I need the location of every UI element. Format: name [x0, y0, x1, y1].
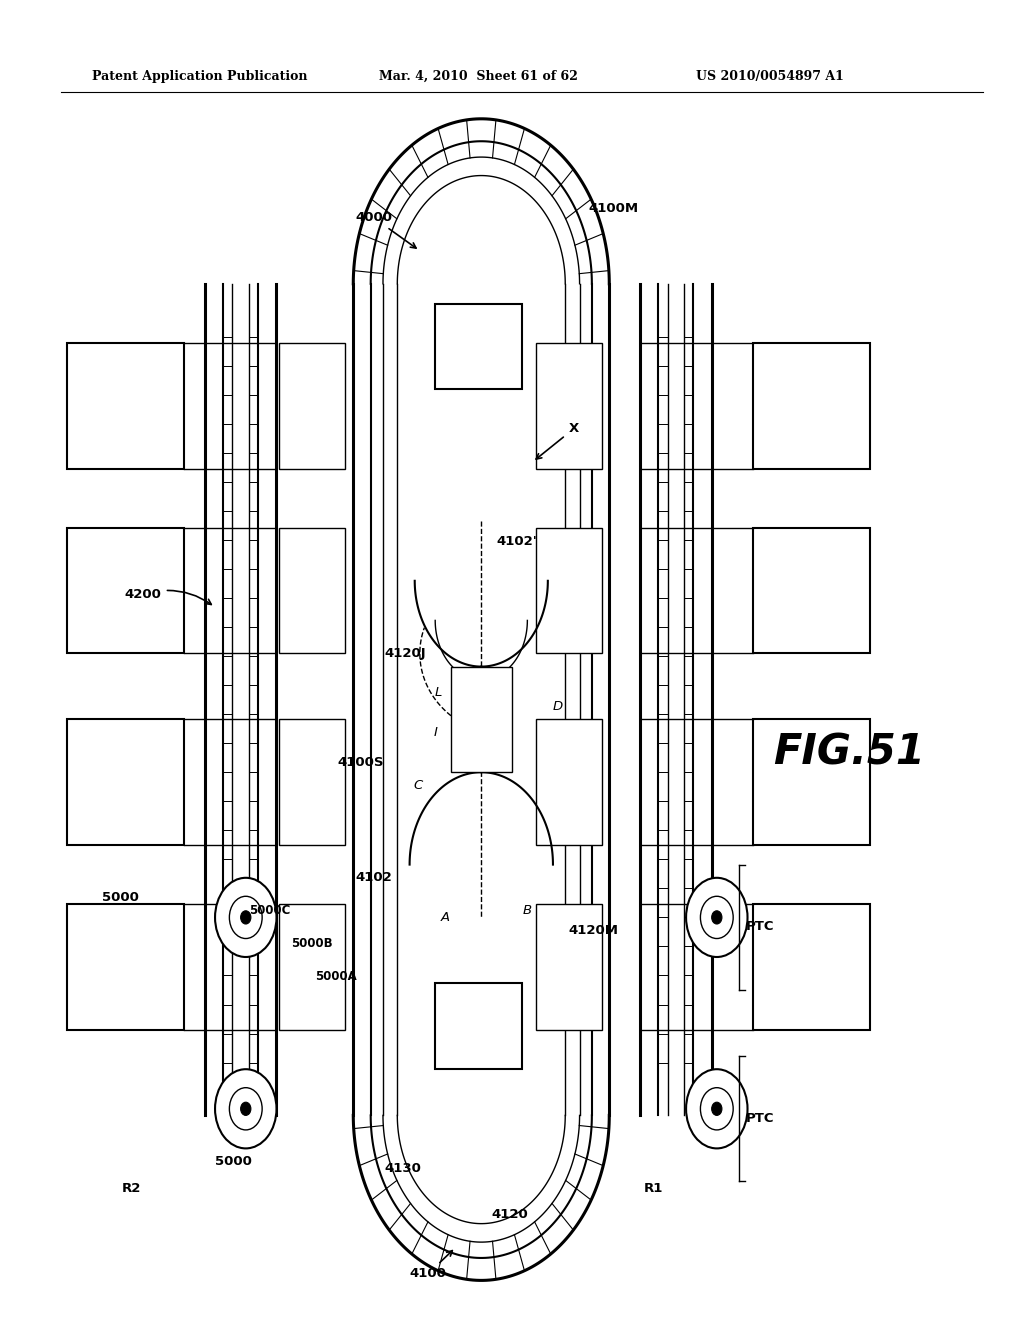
Bar — [279, 343, 345, 469]
Bar — [753, 528, 870, 653]
Bar — [536, 904, 602, 1030]
Bar — [67, 904, 184, 1030]
Text: 4120: 4120 — [492, 1208, 528, 1221]
Bar — [435, 983, 522, 1069]
Bar — [536, 528, 602, 653]
Text: FIG.51: FIG.51 — [773, 731, 925, 774]
Circle shape — [241, 911, 251, 924]
Text: B: B — [523, 904, 531, 917]
Text: 4100M: 4100M — [589, 202, 639, 215]
Text: 5000A: 5000A — [315, 970, 356, 983]
Bar — [536, 343, 602, 469]
Circle shape — [712, 1102, 722, 1115]
Text: 5000: 5000 — [215, 1155, 252, 1168]
Bar — [753, 719, 870, 845]
Text: X: X — [537, 422, 579, 459]
Bar — [435, 304, 522, 389]
Bar — [451, 667, 512, 772]
Text: Patent Application Publication: Patent Application Publication — [92, 70, 307, 83]
Bar — [279, 528, 345, 653]
Text: C: C — [413, 779, 423, 792]
Text: R1: R1 — [644, 1181, 663, 1195]
Bar — [753, 904, 870, 1030]
Bar — [67, 528, 184, 653]
Text: PTC: PTC — [745, 1111, 774, 1125]
Text: 4102': 4102' — [497, 535, 538, 548]
Circle shape — [229, 1088, 262, 1130]
Text: 4100S: 4100S — [338, 756, 384, 770]
Text: 4000: 4000 — [355, 211, 416, 248]
Polygon shape — [338, 99, 625, 1300]
Bar — [67, 343, 184, 469]
Bar — [279, 904, 345, 1030]
Text: 4102: 4102 — [355, 871, 392, 884]
Circle shape — [229, 896, 262, 939]
Circle shape — [215, 1069, 276, 1148]
Text: L: L — [434, 686, 442, 700]
Text: 4130: 4130 — [384, 1162, 421, 1175]
Text: 4200: 4200 — [125, 587, 211, 605]
Circle shape — [686, 1069, 748, 1148]
Circle shape — [700, 896, 733, 939]
Circle shape — [700, 1088, 733, 1130]
Bar — [279, 719, 345, 845]
Circle shape — [686, 878, 748, 957]
Text: 5000: 5000 — [102, 891, 139, 904]
Text: 4120M: 4120M — [568, 924, 618, 937]
Text: 4100: 4100 — [410, 1250, 453, 1280]
Text: A: A — [441, 911, 450, 924]
Bar — [536, 719, 602, 845]
Circle shape — [712, 911, 722, 924]
Text: Mar. 4, 2010  Sheet 61 of 62: Mar. 4, 2010 Sheet 61 of 62 — [379, 70, 578, 83]
Text: I: I — [433, 726, 437, 739]
Text: 5000C: 5000C — [249, 904, 290, 917]
Text: US 2010/0054897 A1: US 2010/0054897 A1 — [696, 70, 844, 83]
Text: D: D — [553, 700, 563, 713]
Circle shape — [241, 1102, 251, 1115]
Text: R2: R2 — [122, 1181, 140, 1195]
Bar — [753, 343, 870, 469]
Text: 5000B: 5000B — [292, 937, 333, 950]
Circle shape — [215, 878, 276, 957]
Text: PTC: PTC — [745, 920, 774, 933]
Text: 4120J: 4120J — [384, 647, 426, 660]
Bar — [67, 719, 184, 845]
